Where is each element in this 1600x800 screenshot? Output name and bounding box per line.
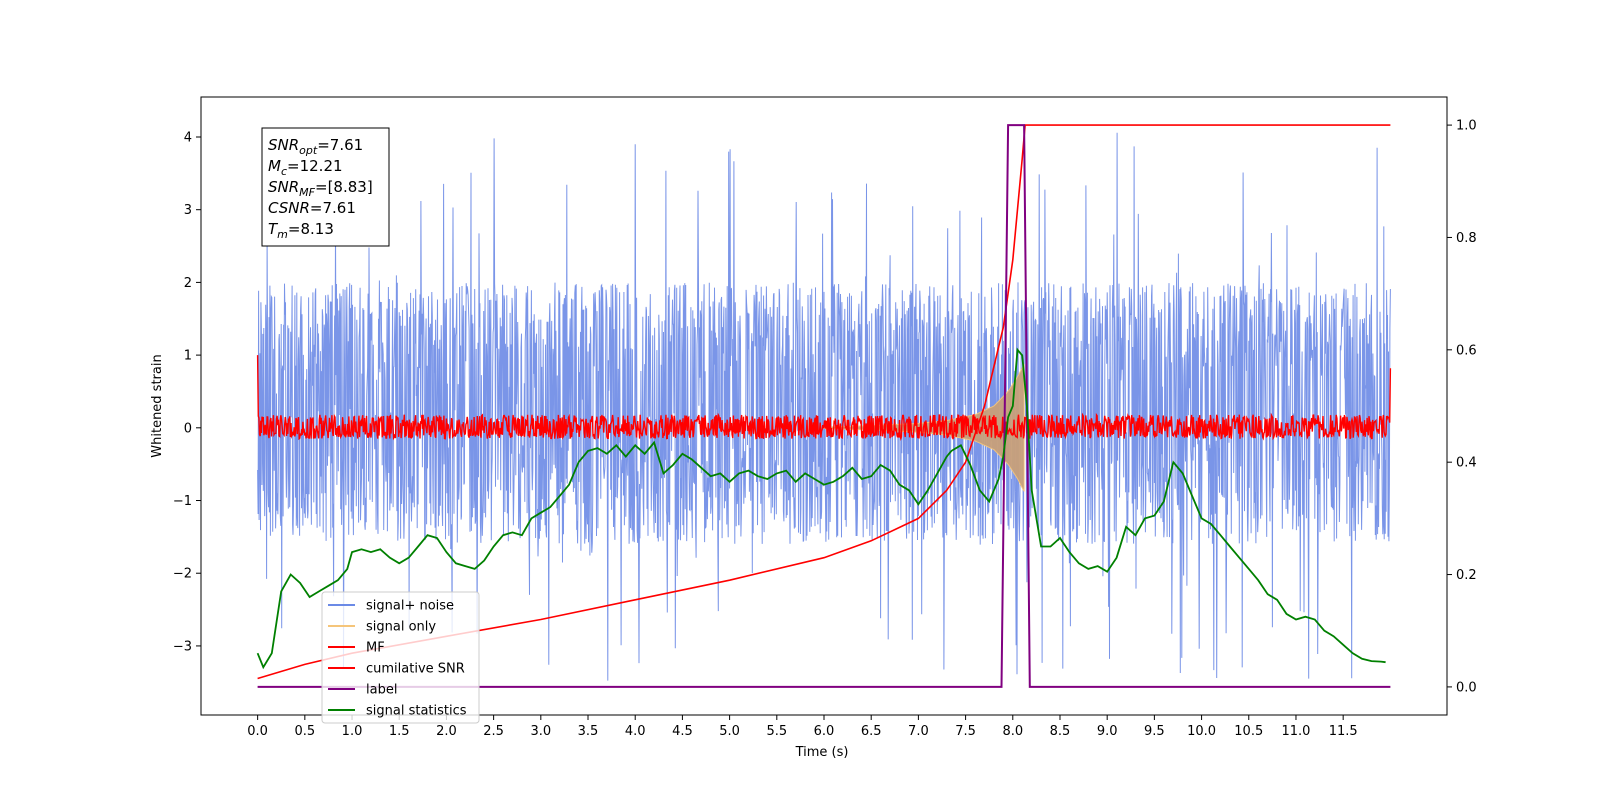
legend-entry-label: signal+ noise xyxy=(366,599,454,614)
x-tick-label: 2.5 xyxy=(483,724,504,739)
annotation-line: SNRopt=7.61 xyxy=(268,136,363,157)
x-tick-label: 5.0 xyxy=(719,724,740,739)
x-tick-label: 9.0 xyxy=(1097,724,1118,739)
x-tick-label: 9.5 xyxy=(1144,724,1165,739)
annotation-frame xyxy=(261,127,390,247)
y2-tick-label: 0.0 xyxy=(1456,680,1477,695)
y2-tick-label: 1.0 xyxy=(1456,119,1477,134)
legend-entry-label: signal only xyxy=(366,620,436,635)
legend-entry-label: signal statistics xyxy=(366,704,467,719)
legend-frame xyxy=(321,591,480,724)
y2-tick-label: 0.2 xyxy=(1456,568,1477,583)
x-tick-label: 3.5 xyxy=(578,724,599,739)
x-tick-label: 11.0 xyxy=(1281,724,1310,739)
annotation-line: CSNR=7.61 xyxy=(268,199,356,217)
annotation-line: Tm=8.13 xyxy=(268,220,334,241)
annotation-line: SNRMF=[8.83] xyxy=(268,178,373,199)
series-signal-statistics xyxy=(256,347,1386,670)
x-tick-label: 4.5 xyxy=(672,724,693,739)
series-mf xyxy=(256,355,1392,441)
y-tick-label: 0 xyxy=(184,421,192,436)
y-axis-left: −3 −2 −1 0 1 2 3 4 xyxy=(173,130,201,654)
y-tick-label: 3 xyxy=(184,203,192,218)
y-tick-label: 4 xyxy=(184,130,192,145)
y-tick-label: −1 xyxy=(173,494,192,509)
x-tick-label: 0.5 xyxy=(294,724,315,739)
x-tick-label: 8.0 xyxy=(1002,724,1023,739)
legend: signal+ noise signal only MF cumilative SNR… xyxy=(321,591,480,724)
x-tick-label: 8.5 xyxy=(1050,724,1071,739)
series-signal-noise xyxy=(257,132,1391,681)
y-axis-right: 0.0 0.2 0.4 0.6 0.8 1.0 xyxy=(1447,119,1477,695)
x-tick-label: 1.5 xyxy=(389,724,410,739)
legend-entry-label: cumilative SNR xyxy=(366,662,465,677)
x-tick-label: 4.0 xyxy=(625,724,646,739)
x-axis: 0.0 0.5 1.0 1.5 2.0 2.5 3.0 3.5 4.0 4.5 5.0 5.5 6.0 6… xyxy=(247,715,1358,739)
x-tick-label: 1.0 xyxy=(342,724,363,739)
x-tick-label: 7.5 xyxy=(955,724,976,739)
x-tick-label: 3.0 xyxy=(530,724,551,739)
x-tick-label: 7.0 xyxy=(908,724,929,739)
series-label xyxy=(257,124,1391,688)
y-tick-label: −2 xyxy=(173,567,192,582)
legend-entry-label: label xyxy=(366,683,397,698)
x-tick-label: 10.5 xyxy=(1234,724,1263,739)
x-tick-label: 5.5 xyxy=(766,724,787,739)
x-tick-label: 10.0 xyxy=(1187,724,1216,739)
x-axis-label: Time (s) xyxy=(795,745,849,760)
y2-tick-label: 0.4 xyxy=(1456,456,1477,471)
y-tick-label: 2 xyxy=(184,276,192,291)
y-tick-label: 1 xyxy=(184,349,192,364)
x-tick-label: 6.5 xyxy=(861,724,882,739)
legend-entry-label: MF xyxy=(366,641,385,656)
x-tick-label: 11.5 xyxy=(1329,724,1358,739)
y-tick-label: −3 xyxy=(173,639,192,654)
y2-tick-label: 0.6 xyxy=(1456,343,1477,358)
annotation-line: Mc=12.21 xyxy=(268,157,343,178)
y2-tick-label: 0.8 xyxy=(1456,231,1477,246)
x-tick-label: 2.0 xyxy=(436,724,457,739)
y-axis-label: Whitened strain xyxy=(150,354,165,457)
x-tick-label: 6.0 xyxy=(814,724,835,739)
annotation-box: SNRopt=7.61Mc=12.21SNRMF=[8.83]CSNR=7.61… xyxy=(261,127,390,247)
x-tick-label: 0.0 xyxy=(247,724,268,739)
